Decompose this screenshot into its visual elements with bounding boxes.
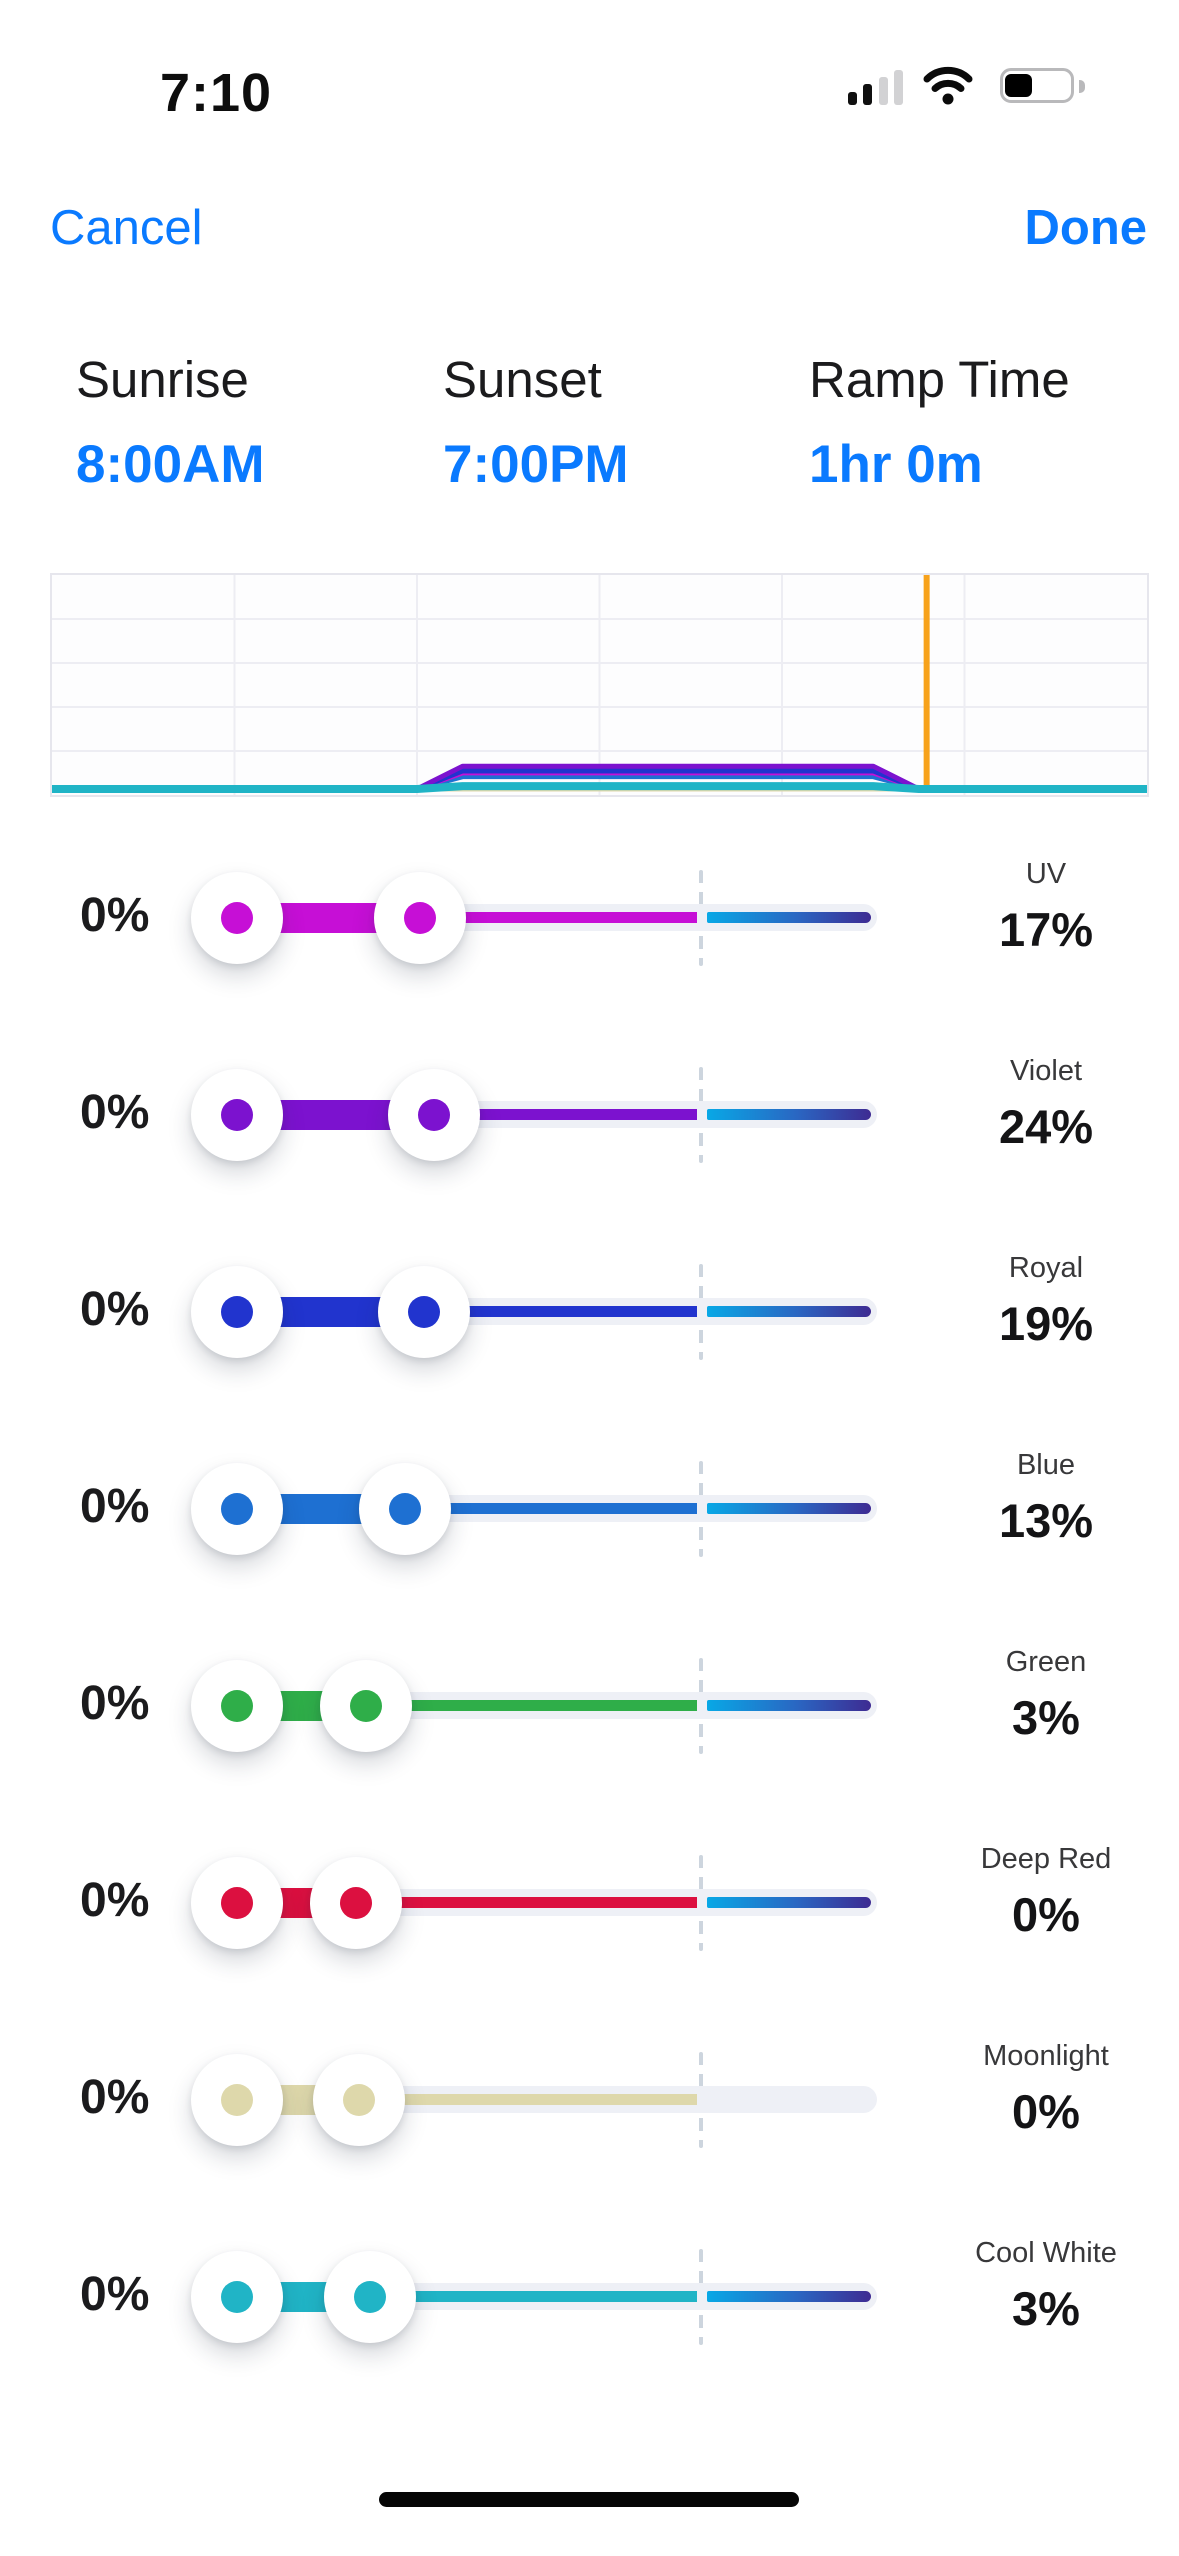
- channel-value: 13%: [998, 1494, 1094, 1547]
- wifi-icon: [923, 66, 973, 105]
- channel-name: Blue: [1016, 1449, 1076, 1481]
- channel-name: Moonlight: [983, 2040, 1109, 2072]
- sunset-value[interactable]: 7:00PM: [443, 435, 629, 494]
- slider-right-handle[interactable]: [313, 2054, 405, 2146]
- slider-left-handle[interactable]: [191, 2054, 283, 2146]
- channel-slider-row-deep-red: 0% Deep Red 0%: [0, 1805, 1179, 2002]
- channel-left-value: 0%: [80, 1677, 150, 1730]
- schedule-chart: [48, 573, 1151, 797]
- sunrise-value[interactable]: 8:00AM: [76, 435, 265, 494]
- ramp-time-label: Ramp Time: [809, 351, 1070, 408]
- slider-value-line: [424, 1306, 697, 1317]
- channel-name: Royal: [1008, 1252, 1084, 1284]
- slider-right-handle[interactable]: [320, 1660, 412, 1752]
- channel-value: 19%: [998, 1297, 1094, 1350]
- slider-gradient-preview: [707, 1503, 871, 1514]
- handle-dot: [350, 1690, 382, 1722]
- slider-right-handle[interactable]: [310, 1857, 402, 1949]
- slider-gradient-preview: [707, 1700, 871, 1711]
- channel-slider-row-violet: 0% Violet 24%: [0, 1017, 1179, 1214]
- channel-value: 3%: [1012, 1691, 1080, 1744]
- sunset-label: Sunset: [443, 351, 602, 408]
- channel-slider-row-moonlight: 0% Moonlight 0%: [0, 2002, 1179, 2199]
- slider-value-line: [366, 1700, 697, 1711]
- channel-left-value: 0%: [80, 1283, 150, 1336]
- channel-name: Deep Red: [980, 1843, 1112, 1875]
- slider-gradient-preview: [707, 2291, 871, 2302]
- channel-value: 3%: [1012, 2282, 1080, 2335]
- channel-left-value: 0%: [80, 2071, 150, 2124]
- slider-left-handle[interactable]: [191, 1069, 283, 1161]
- channel-slider-row-cool-white: 0% Cool White 3%: [0, 2199, 1179, 2396]
- handle-dot: [340, 1887, 372, 1919]
- handle-dot: [221, 2084, 253, 2116]
- slider-right-handle[interactable]: [378, 1266, 470, 1358]
- slider-left-handle[interactable]: [191, 1463, 283, 1555]
- battery-icon: [1000, 68, 1074, 103]
- slider-left-handle[interactable]: [191, 1266, 283, 1358]
- channel-left-value: 0%: [80, 1086, 150, 1139]
- handle-dot: [418, 1099, 450, 1131]
- channel-value: 0%: [1012, 1888, 1080, 1941]
- slider-gradient-preview: [707, 912, 871, 923]
- slider-value-line: [359, 2094, 697, 2105]
- slider-gradient-preview: [707, 1897, 871, 1908]
- channel-name: Cool White: [975, 2237, 1117, 2269]
- channel-slider-row-green: 0% Green 3%: [0, 1608, 1179, 1805]
- slider-left-handle[interactable]: [191, 1660, 283, 1752]
- handle-dot: [343, 2084, 375, 2116]
- channel-slider-row-uv: 0% UV 17%: [0, 820, 1179, 1017]
- channel-name: Violet: [1009, 1055, 1083, 1087]
- slider-right-handle[interactable]: [388, 1069, 480, 1161]
- handle-dot: [408, 1296, 440, 1328]
- channel-slider-row-royal: 0% Royal 19%: [0, 1214, 1179, 1411]
- battery-nub: [1079, 80, 1085, 93]
- handle-dot: [389, 1493, 421, 1525]
- channel-value: 24%: [998, 1100, 1094, 1153]
- handle-dot: [221, 1690, 253, 1722]
- slider-right-handle[interactable]: [324, 2251, 416, 2343]
- slider-value-line: [434, 1109, 697, 1120]
- channel-value: 17%: [998, 903, 1094, 956]
- done-button[interactable]: Done: [1024, 201, 1148, 255]
- handle-dot: [221, 1493, 253, 1525]
- sunrise-label: Sunrise: [76, 351, 249, 408]
- channel-name: UV: [1025, 858, 1067, 890]
- channel-slider-row-blue: 0% Blue 13%: [0, 1411, 1179, 1608]
- channel-left-value: 0%: [80, 2268, 150, 2321]
- handle-dot: [221, 902, 253, 934]
- slider-right-handle[interactable]: [374, 872, 466, 964]
- slider-value-line: [420, 912, 697, 923]
- slider-value-line: [405, 1503, 697, 1514]
- handle-dot: [221, 1887, 253, 1919]
- ramp-time-value[interactable]: 1hr 0m: [809, 435, 983, 494]
- slider-left-handle[interactable]: [191, 2251, 283, 2343]
- slider-value-line: [370, 2291, 697, 2302]
- cancel-button[interactable]: Cancel: [50, 201, 203, 255]
- channel-left-value: 0%: [80, 1874, 150, 1927]
- slider-gradient-preview: [707, 1306, 871, 1317]
- home-indicator: [379, 2492, 799, 2507]
- slider-left-handle[interactable]: [191, 872, 283, 964]
- handle-dot: [221, 1296, 253, 1328]
- battery-fill: [1005, 74, 1032, 97]
- slider-gradient-preview: [707, 1109, 871, 1120]
- handle-dot: [221, 2281, 253, 2313]
- slider-right-handle[interactable]: [359, 1463, 451, 1555]
- channel-left-value: 0%: [80, 889, 150, 942]
- channel-value: 0%: [1012, 2085, 1080, 2138]
- slider-value-line: [356, 1897, 697, 1908]
- handle-dot: [221, 1099, 253, 1131]
- handle-dot: [404, 902, 436, 934]
- handle-dot: [354, 2281, 386, 2313]
- channel-name: Green: [1005, 1646, 1087, 1678]
- channel-left-value: 0%: [80, 1480, 150, 1533]
- status-bar-time: 7:10: [160, 63, 273, 123]
- cellular-signal-icon: [848, 70, 904, 105]
- slider-left-handle[interactable]: [191, 1857, 283, 1949]
